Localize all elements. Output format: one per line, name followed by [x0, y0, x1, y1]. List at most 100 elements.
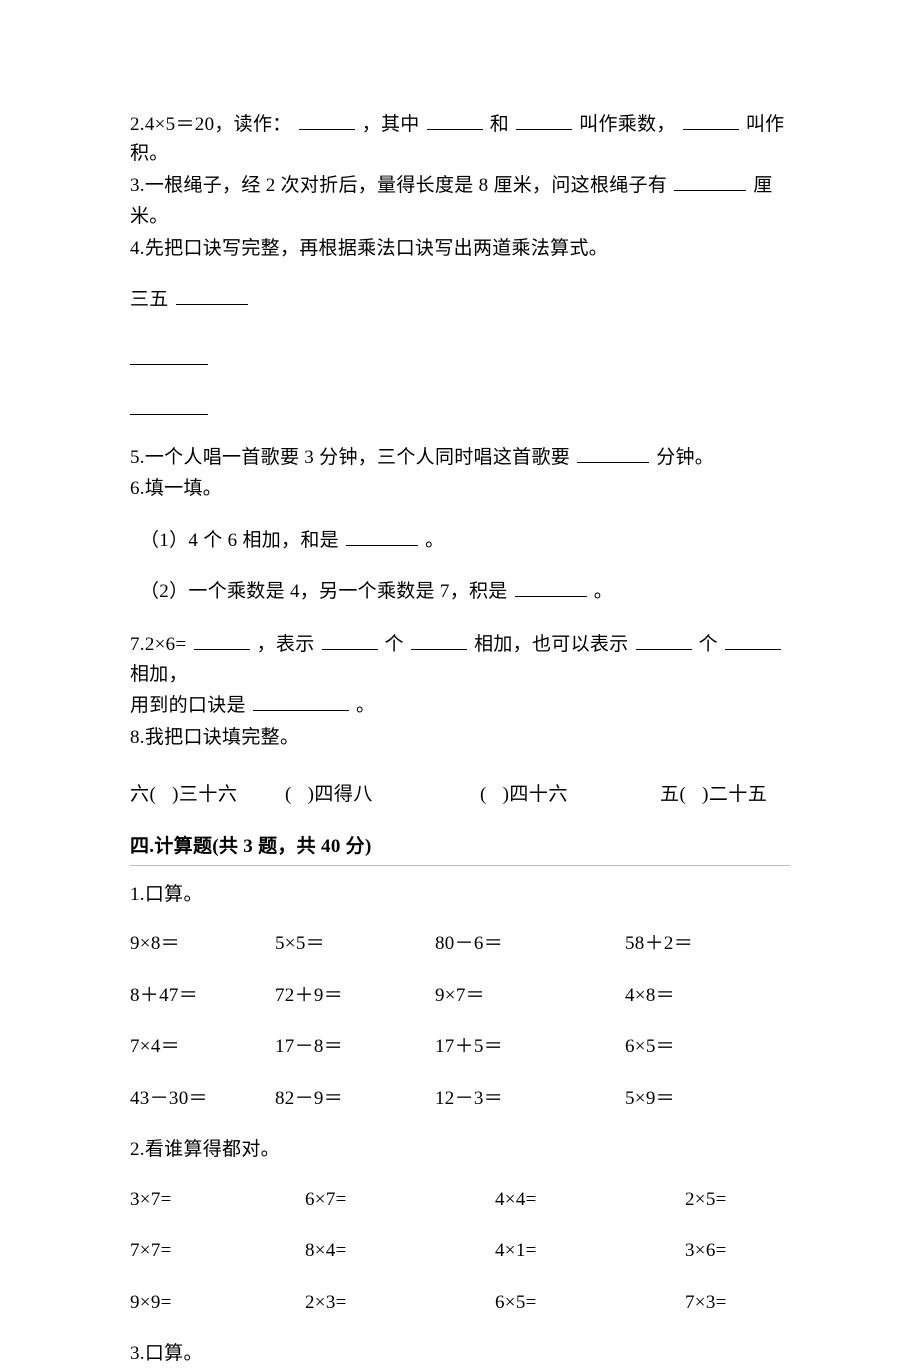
blank[interactable] [577, 443, 649, 463]
q4-text: 4.先把口诀写完整，再根据乘法口诀写出两道乘法算式。 [130, 238, 608, 259]
calc-cell: 3×7= [130, 1185, 305, 1214]
blank-line-1[interactable] [130, 345, 208, 365]
calc-cell: 4×1= [495, 1236, 685, 1265]
blank[interactable] [674, 171, 746, 191]
calc-cell: 12－3＝ [435, 1084, 625, 1113]
q3-text-c: 米。 [130, 206, 169, 227]
calc-row: 7×7=8×4=4×1=3×6= [130, 1236, 790, 1265]
calc-cell: 6×5＝ [625, 1032, 675, 1061]
calc-cell: 8×4= [305, 1236, 495, 1265]
blank[interactable] [411, 630, 467, 650]
q3-text-a: 3.一根绳子，经 2 次对折后，量得长度是 8 厘米，问这根绳子有 [130, 175, 667, 196]
calc-row: 9×8＝5×5＝80－6＝58＋2＝ [130, 929, 790, 958]
q8-item-4: 五( )二十五 [660, 780, 767, 809]
calc-cell: 4×8＝ [625, 981, 675, 1010]
blank[interactable] [253, 691, 349, 711]
blank[interactable] [194, 630, 250, 650]
question-8: 8.我把口诀填完整。 [130, 723, 790, 752]
blank[interactable] [683, 110, 739, 130]
calc-cell: 7×3= [685, 1288, 727, 1317]
q7-g: 用到的口诀是 [130, 695, 246, 716]
blank[interactable] [725, 630, 781, 650]
calc-cell: 6×7= [305, 1185, 495, 1214]
calc2-title: 2.看谁算得都对。 [130, 1135, 790, 1164]
calc-row: 9×9=2×3=6×5=7×3= [130, 1288, 790, 1317]
q2-text-c: 和 [490, 114, 509, 135]
question-2: 2.4×5＝20，读作： ，其中 和 叫作乘数， 叫作积。 [130, 110, 790, 169]
calc-cell: 5×5＝ [275, 929, 435, 958]
q8-a2: )三十六 [172, 784, 237, 805]
q8-b2: )四得八 [308, 784, 373, 805]
blank[interactable] [515, 577, 587, 597]
calc-cell: 58＋2＝ [625, 929, 693, 958]
calc-cell: 4×4= [495, 1185, 685, 1214]
blank[interactable] [516, 110, 572, 130]
question-3: 3.一根绳子，经 2 次对折后，量得长度是 8 厘米，问这根绳子有 厘 [130, 171, 790, 200]
q6-2-period: 。 [594, 581, 613, 602]
q8-a: 六( [130, 784, 156, 805]
question-5: 5.一个人唱一首歌要 3 分钟，三个人同时唱这首歌要 分钟。 [130, 443, 790, 472]
q7-a: 7.2×6= [130, 634, 186, 655]
q7-c: 个 [385, 634, 404, 655]
q7-e: 个 [699, 634, 718, 655]
question-7: 7.2×6= ，表示 个 相加，也可以表示 个 相加， [130, 630, 790, 689]
q5-text-b: 分钟。 [656, 447, 714, 468]
calc-cell: 2×5= [685, 1185, 727, 1214]
calc-cell: 3×6= [685, 1236, 727, 1265]
q6-sub2: （2）一个乘数是 4，另一个乘数是 7，积是 。 [140, 577, 790, 606]
q7-f: 相加， [130, 664, 188, 685]
calc-row: 8＋47＝72＋9＝9×7＝4×8＝ [130, 981, 790, 1010]
q6-1-text: （1）4 个 6 相加，和是 [140, 530, 339, 551]
calc-cell: 9×8＝ [130, 929, 275, 958]
q2-text-a: 2.4×5＝20，读作： [130, 114, 292, 135]
blank[interactable] [322, 630, 378, 650]
calc-cell: 6×5= [495, 1288, 685, 1317]
question-4: 4.先把口诀写完整，再根据乘法口诀写出两道乘法算式。 [130, 234, 790, 263]
q5-text-a: 5.一个人唱一首歌要 3 分钟，三个人同时唱这首歌要 [130, 447, 570, 468]
calc-cell: 9×7＝ [435, 981, 625, 1010]
blank[interactable] [176, 285, 248, 305]
q6-title: 6.填一填。 [130, 478, 222, 499]
calc1-title: 1.口算。 [130, 880, 790, 909]
q4-sanwu: 三五 [130, 285, 790, 314]
page-content: 2.4×5＝20，读作： ，其中 和 叫作乘数， 叫作积。 3.一根绳子，经 2… [0, 0, 920, 1368]
calc-cell: 72＋9＝ [275, 981, 435, 1010]
q8-c: ( [480, 784, 487, 805]
q8-row: 六( )三十六 ( )四得八 ( )四十六 五( )二十五 [130, 780, 790, 809]
calc-cell: 17＋5＝ [435, 1032, 625, 1061]
calc3-title: 3.口算。 [130, 1339, 790, 1368]
calc-cell: 2×3= [305, 1288, 495, 1317]
blank[interactable] [427, 110, 483, 130]
q8-b: ( [285, 784, 292, 805]
q8-item-3: ( )四十六 [480, 780, 660, 809]
blank-line-2[interactable] [130, 395, 208, 415]
q8-item-1: 六( )三十六 [130, 780, 285, 809]
q7-h: 。 [356, 695, 375, 716]
q7-b: ，表示 [257, 634, 315, 655]
calc-cell: 7×4＝ [130, 1032, 275, 1061]
q6-sub1: （1）4 个 6 相加，和是 。 [140, 526, 790, 555]
q8-d2: )二十五 [702, 784, 767, 805]
calc-cell: 8＋47＝ [130, 981, 275, 1010]
calc-cell: 7×7= [130, 1236, 305, 1265]
blank[interactable] [299, 110, 355, 130]
blank[interactable] [346, 526, 418, 546]
calc-cell: 5×9＝ [625, 1084, 675, 1113]
q4-sanwu-label: 三五 [130, 289, 169, 310]
q6-1-period: 。 [425, 530, 444, 551]
q8-title: 8.我把口诀填完整。 [130, 727, 299, 748]
q2-text-b: ，其中 [362, 114, 420, 135]
q8-item-2: ( )四得八 [285, 780, 480, 809]
q3-line2: 米。 [130, 202, 790, 231]
q7-d: 相加，也可以表示 [474, 634, 628, 655]
q8-d: 五( [660, 784, 686, 805]
calc-cell: 9×9= [130, 1288, 305, 1317]
blank[interactable] [636, 630, 692, 650]
calc-row: 7×4＝17－8＝17＋5＝6×5＝ [130, 1032, 790, 1061]
calc-cell: 17－8＝ [275, 1032, 435, 1061]
q2-text-d: 叫作乘数， [579, 114, 676, 135]
q8-c2: )四十六 [503, 784, 568, 805]
q3-text-b: 厘 [753, 175, 772, 196]
calc-row: 43－30＝82－9＝12－3＝5×9＝ [130, 1084, 790, 1113]
question-6: 6.填一填。 [130, 474, 790, 503]
